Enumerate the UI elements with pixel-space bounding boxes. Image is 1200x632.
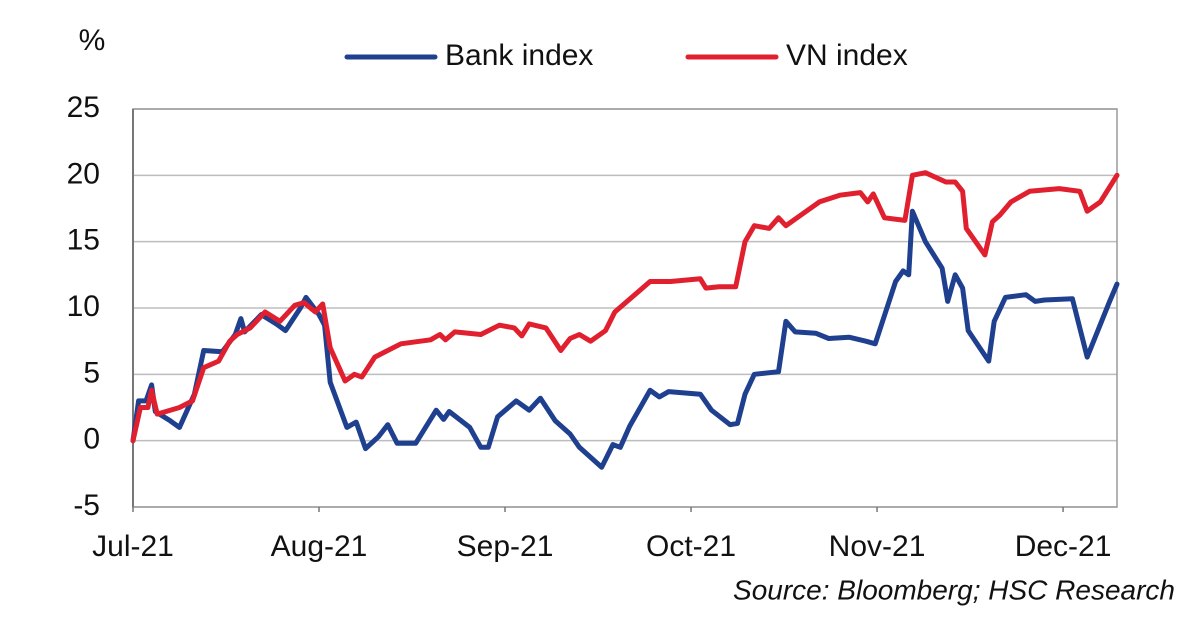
- x-tick-label: Dec-21: [1015, 530, 1112, 563]
- y-tick-label: 20: [67, 157, 100, 190]
- y-tick-label: 10: [67, 290, 100, 323]
- legend-label: VN index: [786, 39, 908, 72]
- x-tick-label: Jul-21: [92, 530, 174, 563]
- y-tick-label: -5: [73, 489, 100, 522]
- series-line: [130, 170, 1120, 444]
- x-tick-label: Sep-21: [457, 530, 554, 563]
- y-tick-label: 5: [83, 356, 100, 389]
- x-tick-label: Nov-21: [829, 530, 926, 563]
- x-tick-label: Aug-21: [271, 530, 368, 563]
- y-unit: %: [79, 24, 106, 57]
- legend-label: Bank index: [445, 39, 593, 72]
- series-line: [130, 208, 1120, 470]
- y-tick-label: 25: [67, 91, 100, 124]
- y-tick-label: 0: [83, 423, 100, 456]
- x-tick-label: Oct-21: [646, 530, 736, 563]
- y-tick-label: 15: [67, 224, 100, 257]
- source-note: Source: Bloomberg; HSC Research: [733, 574, 1175, 605]
